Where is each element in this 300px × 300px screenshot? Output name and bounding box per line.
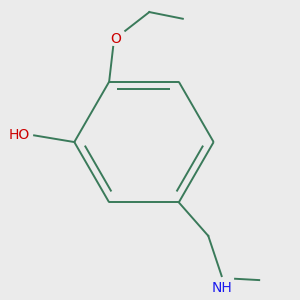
Text: HO: HO — [9, 128, 30, 142]
Text: NH: NH — [211, 281, 232, 296]
Text: O: O — [110, 32, 121, 46]
